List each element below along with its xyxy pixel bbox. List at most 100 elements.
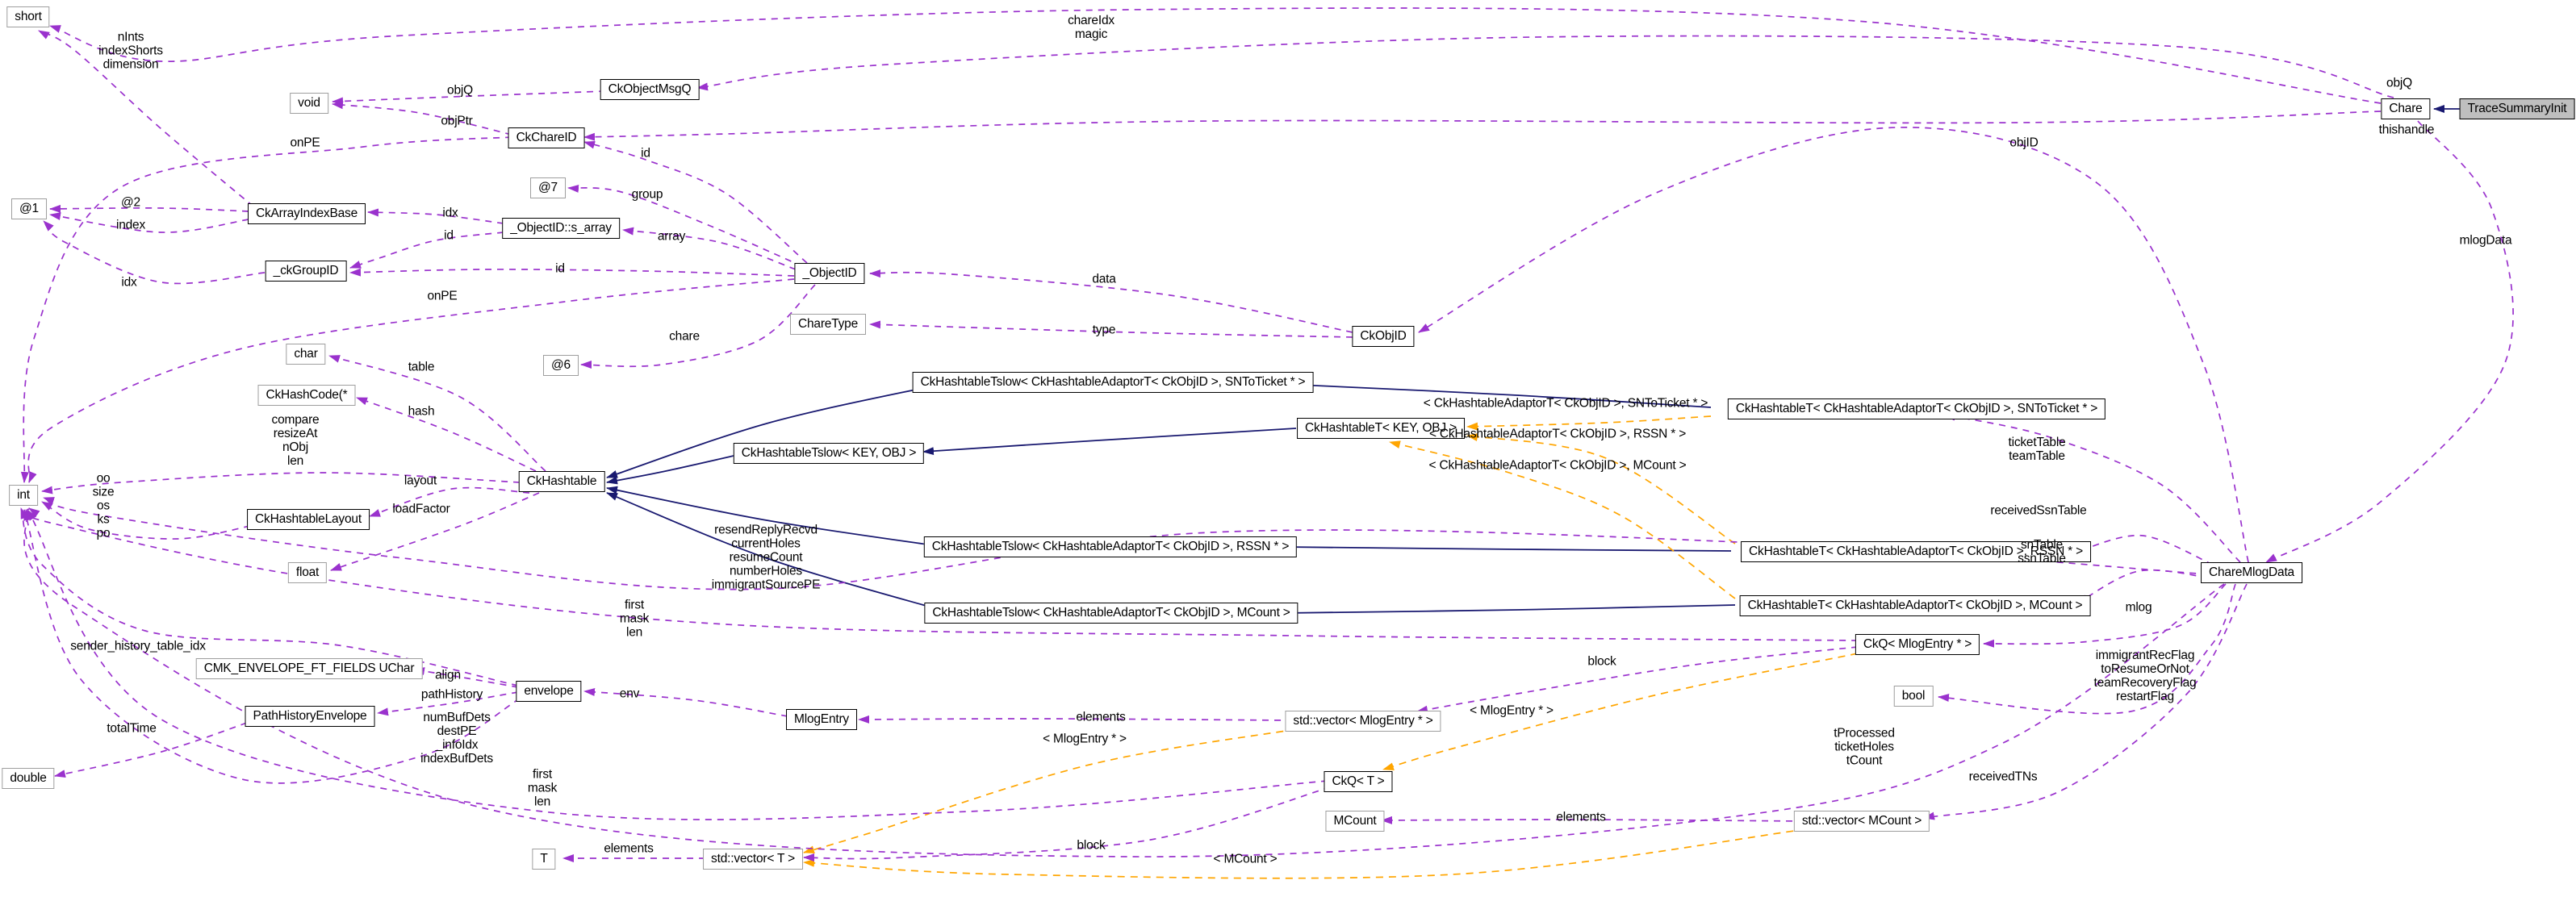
node-cmk-envelope-ft-fields-uchar[interactable]: CMK_ENVELOPE_FT_FIELDS UChar	[195, 658, 423, 679]
node-bool[interactable]: bool	[1893, 686, 1934, 707]
edge-ck-obj-id-to-object-id	[869, 269, 1353, 333]
node-tslow-rssn[interactable]: CkHashtableTslow< CkHashtableAdaptorT< C…	[923, 536, 1298, 557]
node-vector-mlog-entry[interactable]: std::vector< MlogEntry * >	[1285, 711, 1441, 732]
node-ck-obj-id[interactable]: CkObjID	[1352, 326, 1415, 347]
edge-object-id-to-ck-chare-id	[583, 140, 808, 264]
node-ckq-mlog-entry[interactable]: CkQ< MlogEntry * >	[1855, 634, 1980, 655]
node-ck-object-msg-q[interactable]: CkObjectMsgQ	[600, 79, 700, 100]
edge-vector-mcount-to-mcount	[1381, 816, 1805, 824]
edge-chare-mlog-data-to-int	[23, 509, 2225, 857]
edge-ckq-mlog-entry-to-vector-mlog-entry	[1416, 646, 1859, 714]
edge-object-id-to-at6	[580, 284, 816, 369]
node-ck-hash-code[interactable]: CkHashCode(*	[257, 385, 356, 406]
node-double[interactable]: double	[2, 768, 55, 789]
node-ck-group-id[interactable]: _ckGroupID	[265, 261, 347, 282]
node-ck-chare-id[interactable]: CkChareID	[508, 127, 585, 148]
edge-chare-mlog-data-to-thash-rssn	[2078, 534, 2214, 565]
node-tslow-key-obj[interactable]: CkHashtableTslow< KEY, OBJ >	[733, 443, 925, 464]
edge-chare-mlog-data-to-bool	[1938, 583, 2236, 715]
edge-path-history-envelope-to-double	[54, 722, 248, 778]
node-object-id-s-array[interactable]: _ObjectID::s_array	[502, 218, 620, 239]
node-t[interactable]: T	[532, 849, 556, 870]
edge-chare-mlog-data-to-ckq-mlog-entry	[1983, 583, 2227, 648]
edge-chare-to-short	[49, 7, 2382, 104]
edge-thash-mcount-to-thash-key-obj	[1389, 440, 1736, 599]
edge-vector-mlog-entry-to-vector-t	[803, 728, 1297, 854]
edge-tslow-key-obj-to-ck-hashtable	[606, 453, 742, 485]
edge-thash-sntoticket-to-tslow-sntoticket	[1297, 381, 1712, 408]
edge-ckq-mlog-entry-to-int	[21, 507, 1859, 641]
edge-chare-mlog-data-to-vector-mcount	[1923, 583, 2248, 820]
edge-ck-group-id-to-at1	[43, 220, 266, 285]
edge-object-id-to-at7	[567, 184, 803, 267]
node-mlog-entry[interactable]: MlogEntry	[786, 709, 857, 730]
node-float[interactable]: float	[287, 562, 328, 583]
node-at6[interactable]: @6	[543, 355, 579, 376]
node-chare-mlog-data[interactable]: ChareMlogData	[2201, 562, 2302, 583]
edge-ck-hashtable-to-ck-hashtable-layout	[369, 486, 530, 517]
node-void[interactable]: void	[290, 93, 328, 114]
node-thash-key-obj[interactable]: CkHashtableT< KEY, OBJ >	[1297, 418, 1465, 439]
node-vector-mcount[interactable]: std::vector< MCount >	[1793, 811, 1930, 832]
edge-vector-mlog-entry-to-mlog-entry	[858, 715, 1294, 724]
node-ckq-t[interactable]: CkQ< T >	[1324, 771, 1393, 792]
edge-ck-array-index-base-to-at1	[49, 212, 249, 233]
edge-chare-mlog-data-to-int	[43, 497, 2209, 590]
node-char[interactable]: char	[286, 344, 326, 365]
node-object-id[interactable]: _ObjectID	[794, 263, 865, 284]
edge-ck-object-msg-q-to-void	[332, 90, 606, 106]
edge-ck-hashtable-to-ck-hash-code	[356, 397, 537, 472]
node-chare-type[interactable]: ChareType	[789, 314, 867, 335]
edge-object-id-to-int	[27, 278, 795, 483]
edge-chare-mlog-data-to-ck-obj-id	[1418, 127, 2249, 563]
node-tslow-sntoticket[interactable]: CkHashtableTslow< CkHashtableAdaptorT< C…	[912, 372, 1314, 393]
edge-ckq-mlog-entry-to-ckq-t	[1382, 653, 1859, 771]
edge-tslow-rssn-to-ck-hashtable	[606, 486, 945, 548]
node-tslow-mcount[interactable]: CkHashtableTslow< CkHashtableAdaptorT< C…	[924, 603, 1298, 624]
edge-ckq-t-to-vector-t	[803, 786, 1331, 862]
edge-tslow-sntoticket-to-ck-hashtable	[606, 385, 935, 478]
edge-thash-rssn-to-tslow-rssn	[1282, 543, 1732, 552]
edge-envelope-to-path-history-envelope	[377, 691, 519, 716]
edge-tslow-mcount-to-ck-hashtable	[606, 492, 947, 612]
node-short[interactable]: short	[6, 6, 50, 27]
edge-ck-array-index-base-to-at1	[49, 204, 249, 213]
node-envelope[interactable]: envelope	[516, 681, 582, 702]
node-ck-hashtable-layout[interactable]: CkHashtableLayout	[247, 509, 370, 530]
node-thash-sntoticket[interactable]: CkHashtableT< CkHashtableAdaptorT< CkObj…	[1727, 398, 2106, 419]
node-thash-rssn[interactable]: CkHashtableT< CkHashtableAdaptorT< CkObj…	[1741, 541, 2091, 562]
edge-chare-to-ck-object-msg-q	[696, 35, 2394, 98]
edge-thash-key-obj-to-tslow-key-obj	[922, 428, 1297, 456]
node-path-history-envelope[interactable]: PathHistoryEnvelope	[245, 706, 375, 727]
edge-ck-chare-id-to-int	[20, 136, 512, 483]
node-ck-hashtable[interactable]: CkHashtable	[518, 471, 605, 492]
edge-thash-sntoticket-to-thash-key-obj	[1466, 415, 1712, 431]
edge-ck-array-index-base-to-short	[38, 30, 254, 207]
node-at7[interactable]: @7	[530, 177, 566, 198]
edge-envelope-to-cmk-envelope-ft-fields-uchar	[413, 667, 519, 688]
node-at1[interactable]: @1	[11, 198, 47, 219]
edge-object-id-to-object-id-s-array	[622, 227, 797, 270]
edge-chare-mlog-data-to-thash-mcount	[2076, 569, 2209, 604]
node-int[interactable]: int	[9, 485, 38, 506]
edge-object-id-s-array-to-ck-group-id	[349, 232, 504, 269]
node-thash-mcount[interactable]: CkHashtableT< CkHashtableAdaptorT< CkObj…	[1739, 595, 2091, 616]
edge-ck-hashtable-to-int	[41, 472, 521, 494]
edge-thash-rssn-to-thash-key-obj	[1466, 433, 1736, 544]
node-vector-t[interactable]: std::vector< T >	[703, 849, 803, 870]
node-trace-summary-init[interactable]: TraceSummaryInit	[2459, 98, 2575, 119]
edge-ck-chare-id-to-void	[332, 101, 512, 136]
edge-object-id-s-array-to-ck-array-index-base	[367, 208, 504, 224]
node-mcount[interactable]: MCount	[1325, 811, 1385, 832]
edge-mlog-entry-to-envelope	[583, 688, 788, 717]
node-chare[interactable]: Chare	[2381, 98, 2431, 119]
edge-chare-to-ck-chare-id	[583, 111, 2382, 141]
edge-object-id-to-ck-group-id	[349, 268, 795, 277]
edge-chare-to-chare-mlog-data	[2265, 120, 2514, 563]
node-ck-array-index-base[interactable]: CkArrayIndexBase	[247, 203, 366, 224]
edge-ck-obj-id-to-chare-type	[869, 320, 1353, 338]
edge-thash-mcount-to-tslow-mcount	[1282, 604, 1736, 617]
edge-ck-hashtable-to-char	[328, 355, 546, 472]
